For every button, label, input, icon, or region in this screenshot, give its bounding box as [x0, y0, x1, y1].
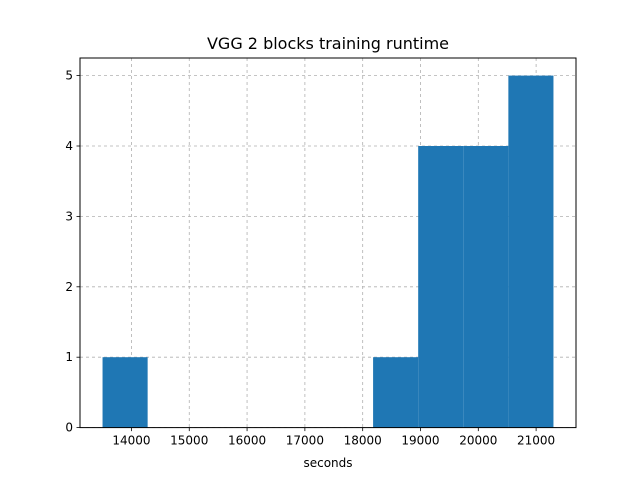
chart-title: VGG 2 blocks training runtime: [207, 34, 449, 53]
histogram-bar: [418, 146, 464, 428]
y-tick-label: 2: [65, 280, 73, 294]
histogram-bar: [102, 357, 148, 428]
x-tick-label: 15000: [170, 434, 208, 448]
x-tick-label: 17000: [286, 434, 324, 448]
plot-frame: [79, 57, 577, 429]
bars: [102, 75, 554, 428]
x-axis-ticks: 14000 15000 16000 17000 18000 19000 20000 21000: [112, 427, 555, 448]
y-tick-label: 4: [65, 139, 73, 153]
y-axis-ticks: 0 1 2 3 4 5: [65, 69, 80, 435]
histogram-bar: [463, 146, 509, 428]
y-tick-label: 0: [65, 421, 73, 435]
y-tick-label: 5: [65, 69, 73, 83]
x-tick-label: 19000: [401, 434, 439, 448]
x-tick-label: 16000: [228, 434, 266, 448]
x-tick-label: 18000: [344, 434, 382, 448]
histogram-bar: [373, 357, 419, 428]
x-tick-label: 20000: [459, 434, 497, 448]
y-tick-label: 1: [65, 350, 73, 364]
x-axis-label: seconds: [303, 456, 352, 470]
x-tick-label: 14000: [112, 434, 150, 448]
histogram-bar: [508, 75, 554, 428]
x-tick-label: 21000: [517, 434, 555, 448]
y-tick-label: 3: [65, 209, 73, 223]
